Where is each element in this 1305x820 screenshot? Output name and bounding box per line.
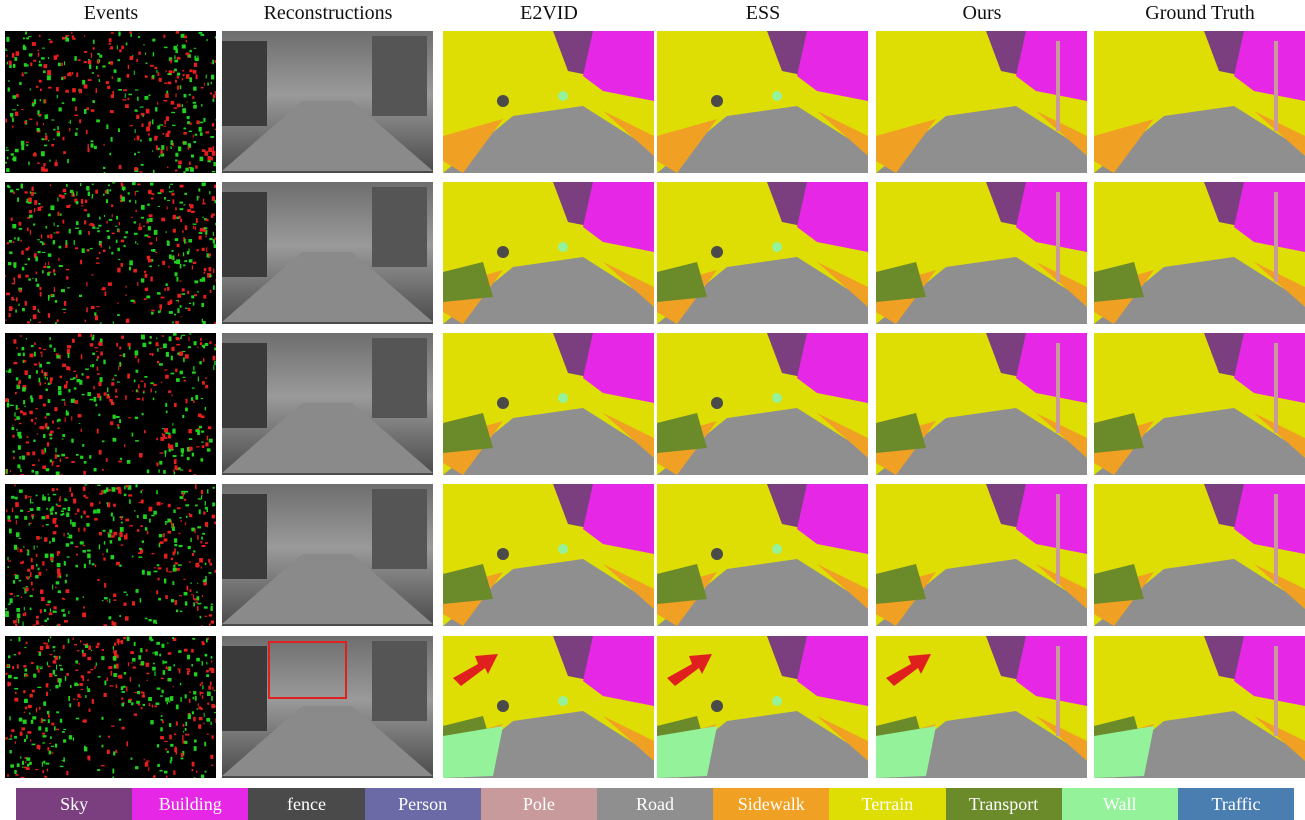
- image-cell: [5, 333, 216, 475]
- event-frame: [5, 182, 216, 324]
- segmentation-map: [443, 31, 654, 173]
- column-header-2: E2VID: [520, 2, 578, 24]
- image-cell: [876, 182, 1087, 324]
- legend-item: Person: [364, 788, 481, 820]
- segmentation-map: [657, 636, 868, 778]
- segmentation-map: [876, 636, 1087, 778]
- legend-item: Pole: [480, 788, 597, 820]
- image-cell: [876, 636, 1087, 778]
- segmentation-map: [657, 484, 868, 626]
- image-cell: [1094, 636, 1305, 778]
- class-legend: Sky Building fence Person Pole Road Sidewalk Te…: [16, 788, 1295, 820]
- image-cell: [876, 484, 1087, 626]
- column-header-3: ESS: [745, 2, 781, 24]
- image-cell: [443, 31, 654, 173]
- segmentation-map: [876, 484, 1087, 626]
- column-header-4: Ours: [962, 2, 1002, 24]
- image-cell: [657, 182, 868, 324]
- segmentation-map: [657, 333, 868, 475]
- legend-item: Terrain: [829, 788, 946, 820]
- image-cell: [657, 31, 868, 173]
- column-header-1: Reconstructions: [263, 2, 393, 24]
- legend-item: Road: [596, 788, 714, 820]
- image-cell: [657, 484, 868, 626]
- segmentation-map: [876, 31, 1087, 173]
- red-arrow: [886, 654, 931, 686]
- event-frame: [5, 333, 216, 475]
- segmentation-map: [657, 182, 868, 324]
- reconstruction-image: [222, 484, 433, 626]
- image-cell: [222, 484, 433, 626]
- red-arrow: [453, 654, 498, 686]
- legend-item: Sidewalk: [713, 788, 830, 820]
- image-cell: [443, 333, 654, 475]
- image-cell: [443, 636, 654, 778]
- image-cell: [1094, 31, 1305, 173]
- image-cell: [222, 182, 433, 324]
- image-cell: [876, 333, 1087, 475]
- image-cell: [1094, 182, 1305, 324]
- segmentation-map: [1094, 333, 1305, 475]
- segmentation-map: [443, 636, 654, 778]
- segmentation-map: [443, 182, 654, 324]
- red-arrow: [667, 654, 712, 686]
- event-frame: [5, 484, 216, 626]
- segmentation-map: [876, 182, 1087, 324]
- column-header-0: Events: [83, 2, 139, 24]
- legend-item: Building: [132, 788, 249, 820]
- image-cell: [222, 31, 433, 173]
- reconstruction-image: [222, 333, 433, 475]
- image-cell: [5, 484, 216, 626]
- column-header-5: Ground Truth: [1145, 2, 1255, 24]
- legend-item: fence: [248, 788, 365, 820]
- segmentation-map: [1094, 484, 1305, 626]
- image-cell: [1094, 484, 1305, 626]
- highlight-box: [268, 641, 347, 699]
- segmentation-map: [657, 31, 868, 173]
- image-cell: [5, 182, 216, 324]
- event-frame: [5, 31, 216, 173]
- image-cell: [222, 636, 433, 778]
- reconstruction-image: [222, 182, 433, 324]
- image-cell: [1094, 333, 1305, 475]
- legend-item: Wall: [1061, 788, 1178, 820]
- segmentation-map: [876, 333, 1087, 475]
- event-frame: [5, 636, 216, 778]
- segmentation-map: [1094, 182, 1305, 324]
- image-cell: [443, 484, 654, 626]
- image-cell: [657, 636, 868, 778]
- legend-item: Transport: [945, 788, 1062, 820]
- image-cell: [222, 333, 433, 475]
- segmentation-map: [1094, 31, 1305, 173]
- segmentation-map: [443, 333, 654, 475]
- reconstruction-image: [222, 31, 433, 173]
- reconstruction-image: [222, 636, 433, 778]
- image-cell: [5, 31, 216, 173]
- segmentation-map: [1094, 636, 1305, 778]
- image-cell: [876, 31, 1087, 173]
- legend-item: Traffic: [1177, 788, 1295, 820]
- legend-item: Sky: [16, 788, 133, 820]
- image-cell: [657, 333, 868, 475]
- segmentation-map: [443, 484, 654, 626]
- image-cell: [5, 636, 216, 778]
- image-cell: [443, 182, 654, 324]
